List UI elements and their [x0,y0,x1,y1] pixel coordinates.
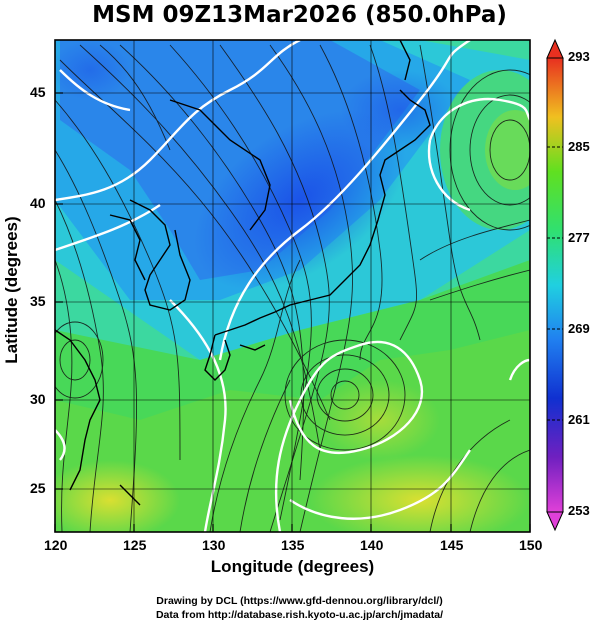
x-tick-label: 135 [281,537,305,553]
y-axis-label: Latitude (degrees) [2,216,21,364]
x-tick-label: 130 [202,537,226,553]
map-title: MSM 09Z13Mar2026 (850.0hPa) [92,2,507,28]
x-tick-label: 140 [360,537,384,553]
x-tick-label: 145 [440,537,464,553]
temperature-field [55,40,530,532]
colorbar-label: 253 [568,503,590,518]
x-tick-label: 150 [519,537,543,553]
x-axis-label: Longitude (degrees) [210,557,375,576]
colorbar-label: 293 [568,49,590,64]
axis-ticks [54,92,531,532]
y-tick-label: 35 [30,293,46,309]
colorbar-label: 277 [568,230,590,245]
y-tick-label: 40 [30,195,46,211]
x-tick-label: 125 [123,537,147,553]
credit-drawing: Drawing by DCL (https://www.gfd-dennou.o… [156,595,443,607]
isotherm-contours [55,40,530,532]
colorbar [546,38,564,532]
graticule [55,40,530,532]
colorbar-label: 285 [568,139,590,154]
colorbar-label: 269 [568,321,590,336]
credit-data-source: Data from http://database.rish.kyoto-u.a… [155,609,444,621]
x-tick-label: 120 [44,537,68,553]
y-tick-label: 30 [30,391,46,407]
colorbar-label: 261 [568,412,590,427]
y-tick-label: 45 [30,84,46,100]
y-tick-label: 25 [30,480,46,496]
